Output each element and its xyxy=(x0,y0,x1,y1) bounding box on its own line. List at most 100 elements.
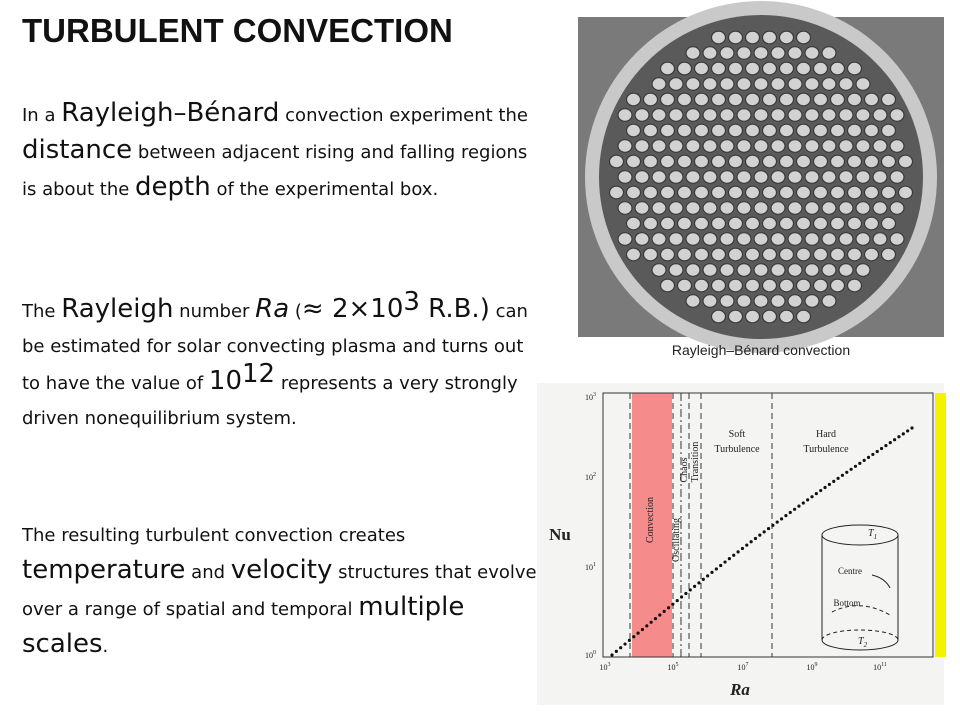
cell xyxy=(693,216,710,231)
tick-label: 103 xyxy=(585,392,596,402)
cell xyxy=(685,170,701,184)
cell xyxy=(702,201,718,215)
cell xyxy=(880,92,897,107)
tick-base: 10 xyxy=(600,663,608,672)
cell xyxy=(812,92,829,107)
run: depth xyxy=(135,172,211,202)
cell xyxy=(778,247,795,262)
cell xyxy=(838,108,854,122)
cell xyxy=(642,247,659,262)
cell xyxy=(727,123,744,138)
cell xyxy=(804,201,820,215)
cell xyxy=(778,216,795,231)
cell xyxy=(846,61,863,76)
convection-band xyxy=(632,393,672,657)
cell xyxy=(668,170,684,184)
dot xyxy=(879,446,884,451)
cell xyxy=(617,232,633,246)
cell xyxy=(685,77,701,91)
cell xyxy=(727,247,744,262)
cell xyxy=(795,30,812,45)
dot xyxy=(658,613,662,617)
tick-base: 10 xyxy=(585,563,593,572)
cell xyxy=(719,108,735,122)
cell xyxy=(787,108,803,122)
cell xyxy=(727,278,744,293)
tick-base: 10 xyxy=(585,473,593,482)
cell xyxy=(804,232,820,246)
cell xyxy=(693,154,710,169)
cell xyxy=(821,108,837,122)
cell xyxy=(880,216,897,231)
dot xyxy=(853,464,858,468)
cell xyxy=(872,232,888,246)
dot xyxy=(610,653,614,657)
cell xyxy=(846,216,863,231)
tick-base: 10 xyxy=(807,663,815,672)
dot xyxy=(814,492,818,496)
x-axis-label: Ra xyxy=(729,680,750,699)
cell xyxy=(889,108,905,122)
cell xyxy=(761,123,778,138)
dot xyxy=(662,609,666,613)
cell xyxy=(651,108,667,122)
cell xyxy=(702,170,718,184)
sub: 1 xyxy=(874,533,878,541)
highlight-bar xyxy=(935,393,946,657)
cell xyxy=(863,185,880,200)
dot xyxy=(671,602,675,606)
cell xyxy=(634,108,650,122)
cell xyxy=(897,154,914,169)
dot xyxy=(906,429,910,433)
dot xyxy=(766,526,771,531)
cell xyxy=(702,232,718,246)
cell xyxy=(795,154,812,169)
cell xyxy=(761,30,778,45)
run: distance xyxy=(22,135,133,165)
cell xyxy=(744,92,761,107)
cell xyxy=(804,108,820,122)
cell xyxy=(889,139,905,153)
dot xyxy=(693,584,697,589)
cell xyxy=(829,154,846,169)
dot xyxy=(688,588,692,592)
cell xyxy=(659,61,676,76)
dot xyxy=(727,557,731,561)
tick-base: 10 xyxy=(738,663,746,672)
cell xyxy=(753,294,769,308)
dot xyxy=(714,567,718,571)
dot xyxy=(793,507,797,511)
cell xyxy=(719,263,735,277)
dot xyxy=(697,581,701,585)
dot xyxy=(706,574,710,578)
cell xyxy=(863,92,880,107)
cell xyxy=(659,216,676,231)
cell xyxy=(685,139,701,153)
cell xyxy=(838,201,854,215)
run: convection experiment the xyxy=(279,105,528,126)
cell xyxy=(855,232,871,246)
plot-frame xyxy=(602,392,934,658)
cell xyxy=(787,263,803,277)
dot xyxy=(888,441,892,445)
cell xyxy=(761,61,778,76)
cell xyxy=(676,247,693,262)
inset-label: T1 xyxy=(868,528,877,541)
run: Rayleigh xyxy=(61,294,174,324)
run: can be estimated for solar convecting pl… xyxy=(22,301,528,394)
bottom-probe xyxy=(831,605,891,616)
dot xyxy=(845,470,849,474)
dot xyxy=(649,620,653,624)
dot xyxy=(614,649,618,653)
run: between adjacent rising and falling regi… xyxy=(22,142,528,200)
cell xyxy=(812,154,829,169)
cell xyxy=(651,139,667,153)
cell xyxy=(872,170,888,184)
cell xyxy=(778,185,795,200)
cell xyxy=(855,77,871,91)
tick-label: 1011 xyxy=(873,662,887,672)
cell xyxy=(829,185,846,200)
cell xyxy=(659,278,676,293)
run: R.B.) xyxy=(419,294,490,324)
